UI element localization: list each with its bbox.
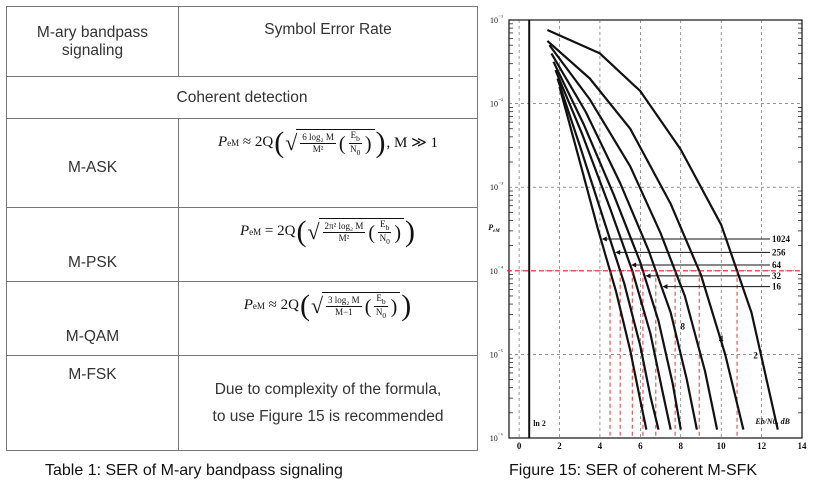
y-tick-label: 10⁻⁶ — [490, 433, 503, 443]
curve-label-4: 4 — [719, 334, 724, 344]
legend-label-M16: 16 — [772, 282, 782, 292]
ser-chart: 10⁻⁶ 10⁻⁵ 10⁻⁴ 10⁻³ 10⁻² 10⁻¹ 0 2 4 6 8 10 12 14 PeM Eb… — [488, 15, 808, 451]
row-ask-name: M-ASK — [6, 118, 179, 208]
curve-M4 — [546, 40, 745, 430]
curve-M2 — [546, 28, 779, 430]
legend-arrowhead-M256 — [615, 249, 621, 255]
ser-table: M-ary bandpass signaling Symbol Error Ra… — [6, 6, 478, 451]
x-tick-label: 8 — [679, 441, 684, 451]
legend-arrowhead-M1024 — [601, 236, 607, 242]
x-tick-label: 10 — [717, 441, 727, 451]
curve-M256 — [556, 78, 660, 430]
shannon-limit-label: ln 2 — [533, 419, 546, 428]
figure-caption: Figure 15: SER of coherent M-SFK — [509, 462, 758, 479]
curve-M32 — [552, 61, 682, 430]
x-tick-label: 6 — [638, 441, 643, 451]
plot-frame — [508, 19, 803, 439]
section-coherent: Coherent detection — [6, 76, 478, 119]
header-signaling: M-ary bandpass signaling — [6, 6, 179, 77]
header-ser: Symbol Error Rate — [178, 6, 478, 77]
y-tick-label: 10⁻⁴ — [490, 266, 503, 276]
y-tick-label: 10⁻⁵ — [490, 349, 503, 359]
y-tick-label: 10⁻¹ — [490, 15, 503, 25]
x-tick-label: 0 — [517, 441, 522, 451]
row-fsk-name: M-FSK — [6, 355, 179, 451]
legend-label-M32: 32 — [772, 271, 782, 281]
x-tick-label: 4 — [598, 441, 603, 451]
table-caption: Table 1: SER of M-ary bandpass signaling — [45, 462, 343, 479]
x-tick-label: 12 — [757, 441, 767, 451]
x-tick-label: 14 — [798, 441, 808, 451]
legend-label-M1024: 1024 — [772, 234, 791, 244]
curve-M8 — [548, 44, 719, 430]
curve-label-8: 8 — [681, 321, 686, 331]
row-psk-name: M-PSK — [6, 207, 179, 282]
x-tick-label: 2 — [557, 441, 562, 451]
row-qam-name: M-QAM — [6, 281, 179, 356]
curve-M1024 — [558, 86, 648, 430]
legend-arrowhead-M32 — [645, 273, 651, 279]
x-axis-label: Eb/N0, dB — [754, 417, 790, 426]
curve-M16 — [550, 52, 698, 430]
legend-arrowhead-M16 — [662, 284, 668, 290]
curve-label-2: 2 — [753, 351, 758, 361]
legend-label-M64: 64 — [772, 260, 782, 270]
legend-label-M256: 256 — [772, 247, 786, 257]
y-axis-label: PeM — [488, 223, 500, 234]
y-tick-label: 10⁻² — [490, 99, 503, 109]
y-tick-label: 10⁻³ — [490, 182, 503, 192]
legend-arrowhead-M64 — [631, 262, 637, 268]
row-fsk-note: Due to complexity of the formula, to use… — [178, 355, 478, 451]
